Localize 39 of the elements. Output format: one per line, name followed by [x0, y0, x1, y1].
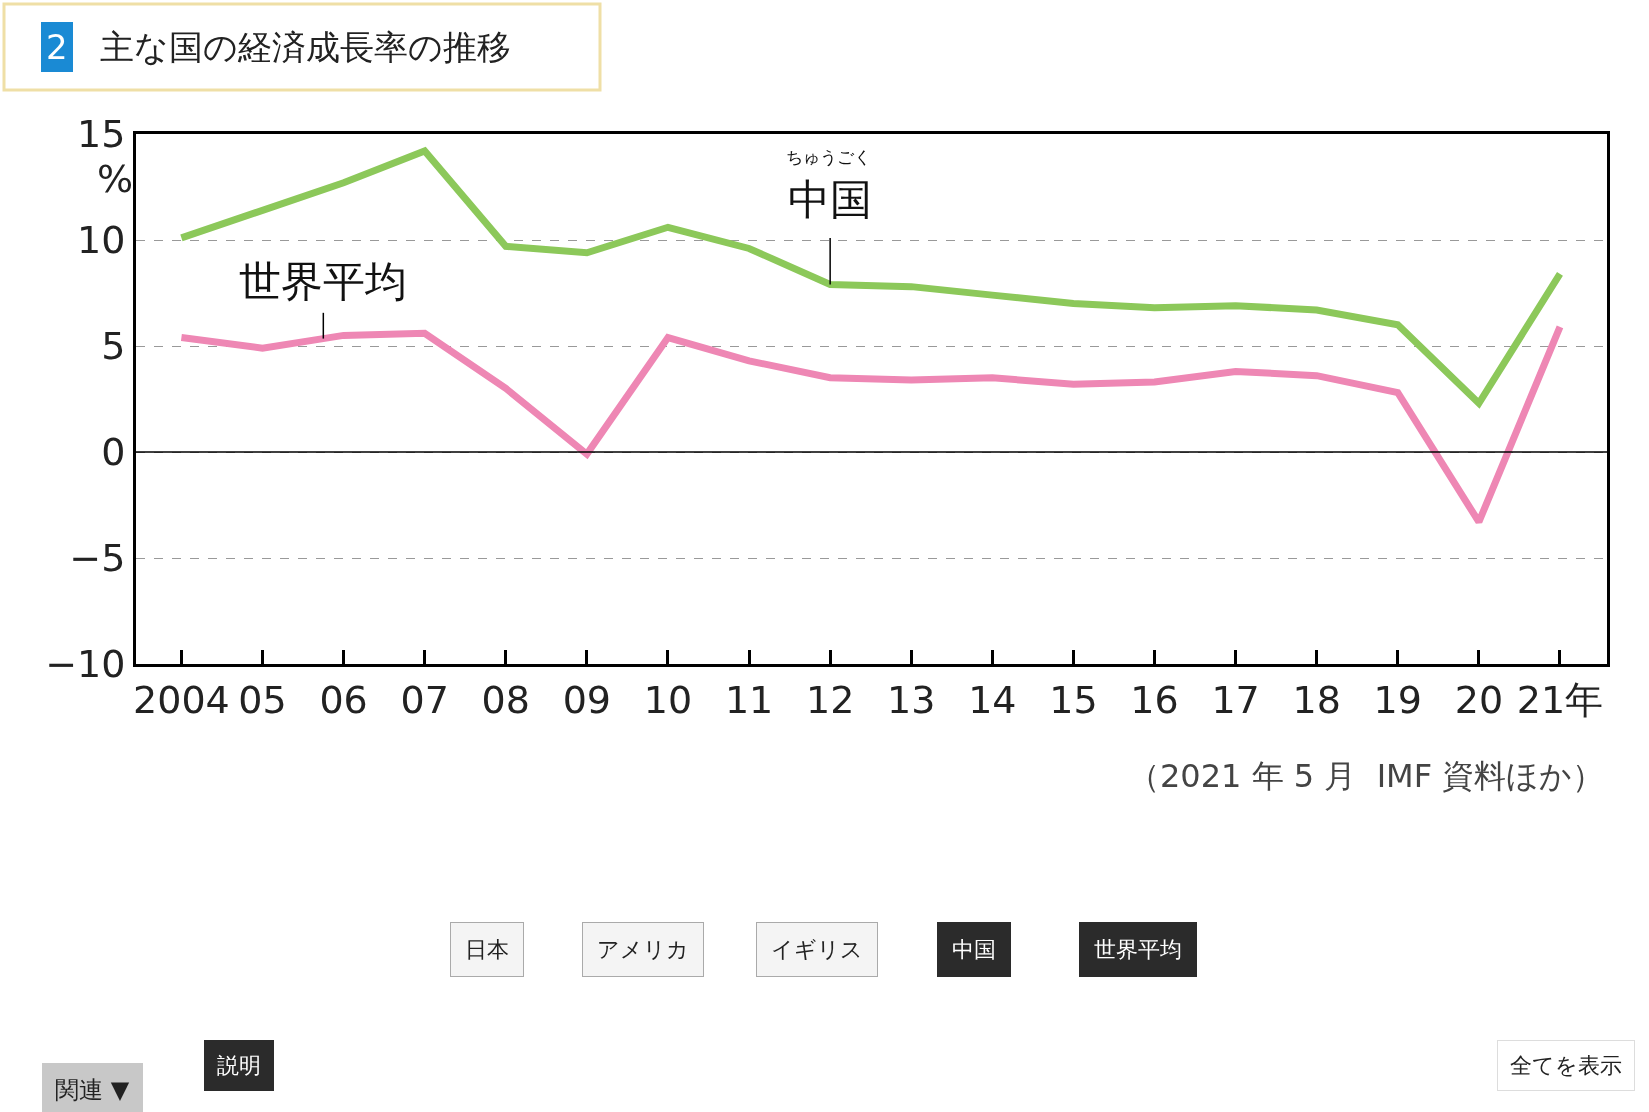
text: 2 — [46, 27, 68, 67]
x-tick-label: 07 — [400, 677, 449, 722]
annotation: ちゅうごく — [786, 147, 871, 167]
x-tick-label: 20 — [1454, 677, 1504, 722]
x-tick-label: 13 — [887, 677, 936, 722]
series-label: 世界平均 — [239, 257, 407, 306]
x-tick-label: 10 — [643, 677, 693, 722]
text: アメリカ — [597, 937, 689, 962]
text: 世界平均 — [1094, 937, 1182, 962]
text: （2021 年 5 月 IMF 資料ほか） — [1128, 757, 1605, 795]
x-tick-label: 21年 — [1516, 677, 1604, 722]
x-tick-label: 08 — [481, 677, 530, 722]
x-tick-label: 19 — [1373, 677, 1422, 722]
y-tick-label: 15 — [77, 112, 126, 157]
x-tick-label: 06 — [319, 677, 368, 722]
y-tick-label: 5 — [101, 324, 126, 369]
text: 日本 — [465, 937, 509, 962]
x-tick-label: 05 — [238, 677, 287, 722]
x-tick-label: 11 — [724, 677, 774, 722]
x-tick-label: 09 — [562, 677, 612, 722]
series-label: 中国 — [788, 175, 872, 224]
x-tick-label: 2004 — [133, 677, 230, 722]
x-tick-label: 17 — [1211, 677, 1260, 722]
text: 説明 — [217, 1053, 261, 1078]
y-tick-label: −5 — [69, 536, 126, 581]
y-axis-title: % — [97, 157, 134, 201]
x-tick-label: 15 — [1049, 677, 1098, 722]
text: 関連 ▼ — [55, 1076, 130, 1104]
text: 全てを表示 — [1510, 1053, 1622, 1078]
y-tick-label: −10 — [45, 642, 126, 687]
y-tick-label: 10 — [77, 218, 126, 263]
x-tick-label: 14 — [968, 677, 1017, 722]
x-tick-label: 16 — [1130, 677, 1179, 722]
text: 中国 — [952, 937, 996, 962]
text: イギリス — [771, 937, 863, 962]
chart-title: 主な国の経済成長率の推移 — [100, 27, 511, 67]
x-tick-label: 18 — [1292, 677, 1341, 722]
x-tick-label: 12 — [805, 677, 855, 722]
y-tick-label: 0 — [101, 430, 126, 475]
